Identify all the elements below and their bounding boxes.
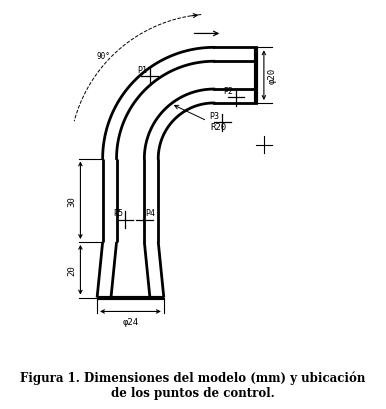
Text: P3: P3 (210, 111, 219, 120)
Text: 90°: 90° (96, 52, 110, 61)
Text: P1: P1 (137, 65, 147, 74)
Text: Figura 1. Dimensiones del modelo (mm) y ubicación
de los puntos de control.: Figura 1. Dimensiones del modelo (mm) y … (20, 370, 366, 399)
Text: P4: P4 (146, 209, 156, 218)
Text: 30: 30 (67, 196, 76, 206)
Text: φ20: φ20 (268, 68, 277, 84)
Text: 20: 20 (67, 265, 76, 275)
Text: P5: P5 (113, 209, 124, 218)
Text: φ24: φ24 (122, 317, 139, 326)
Text: R20: R20 (174, 106, 226, 131)
Text: P2: P2 (223, 86, 233, 95)
